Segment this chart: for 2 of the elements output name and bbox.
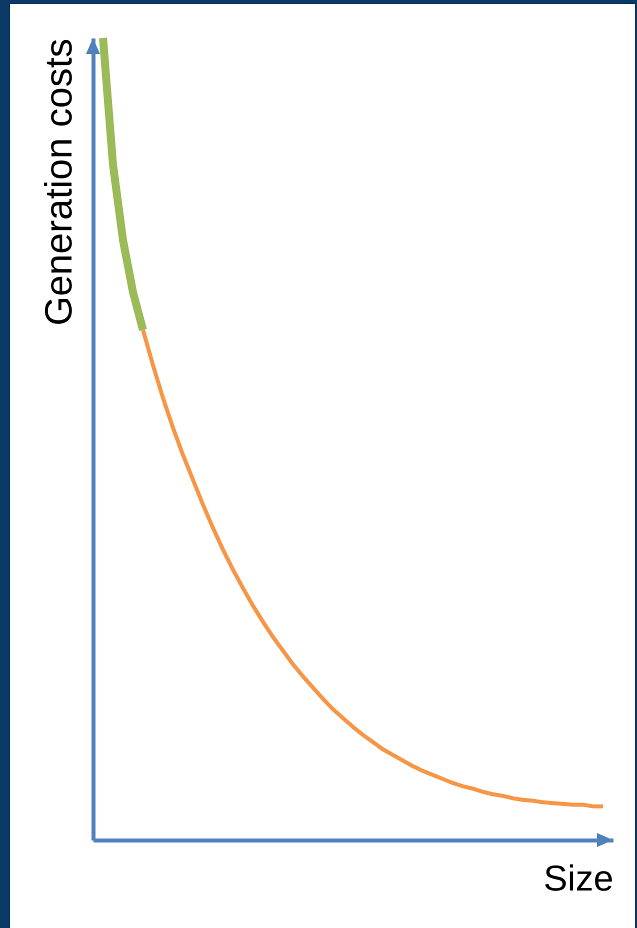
- x-axis-title: Size: [543, 858, 614, 898]
- y-axis-title: Generation costs: [38, 38, 80, 326]
